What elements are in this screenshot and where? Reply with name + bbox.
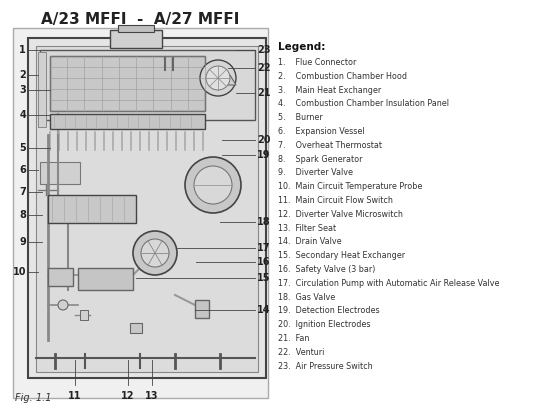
Text: 19: 19	[257, 150, 270, 160]
Text: 21.  Fan: 21. Fan	[278, 334, 309, 343]
Bar	[195, 300, 209, 318]
Circle shape	[58, 300, 68, 310]
Text: 14: 14	[257, 305, 270, 315]
Circle shape	[200, 60, 236, 96]
Text: 1.    Flue Connector: 1. Flue Connector	[278, 58, 356, 67]
Circle shape	[141, 239, 169, 267]
Circle shape	[185, 157, 241, 213]
Text: 21: 21	[257, 88, 270, 98]
Text: 16: 16	[257, 257, 270, 267]
Text: 16.  Safety Valve (3 bar): 16. Safety Valve (3 bar)	[278, 265, 375, 274]
Bar	[36, 46, 258, 372]
Text: 13.  Filter Seat: 13. Filter Seat	[278, 224, 336, 233]
Text: 3: 3	[19, 85, 26, 95]
Text: 7: 7	[19, 187, 26, 197]
Text: 6.    Expansion Vessel: 6. Expansion Vessel	[278, 127, 365, 136]
Bar	[130, 323, 142, 333]
Text: 11.  Main Circuit Flow Switch: 11. Main Circuit Flow Switch	[278, 196, 393, 205]
Bar	[48, 195, 136, 223]
Bar	[118, 25, 154, 32]
Text: 7.    Overheat Thermostat: 7. Overheat Thermostat	[278, 141, 382, 150]
Polygon shape	[224, 75, 236, 85]
Text: 9.    Diverter Valve: 9. Diverter Valve	[278, 169, 353, 178]
Bar	[110, 30, 162, 48]
Bar	[38, 52, 46, 127]
Text: 20: 20	[257, 135, 270, 145]
Text: 22: 22	[257, 63, 270, 73]
Text: 23: 23	[257, 45, 270, 55]
Text: 12.  Diverter Valve Microswitch: 12. Diverter Valve Microswitch	[278, 210, 403, 219]
Text: A/23 MFFI  -  A/27 MFFI: A/23 MFFI - A/27 MFFI	[41, 12, 239, 27]
Text: 1: 1	[19, 45, 26, 55]
Text: 18.  Gas Valve: 18. Gas Valve	[278, 292, 335, 301]
Text: 8: 8	[19, 210, 26, 220]
Text: 2: 2	[19, 70, 26, 80]
Text: 12: 12	[122, 391, 135, 401]
Circle shape	[206, 66, 230, 90]
Text: 11: 11	[68, 391, 82, 401]
Text: 4: 4	[19, 110, 26, 120]
Bar	[50, 114, 205, 129]
Text: 5.    Burner: 5. Burner	[278, 113, 323, 122]
Text: 23.  Air Pressure Switch: 23. Air Pressure Switch	[278, 362, 372, 371]
Text: 17.  Circulation Pump with Automatic Air Release Valve: 17. Circulation Pump with Automatic Air …	[278, 279, 500, 288]
Text: 8.    Spark Generator: 8. Spark Generator	[278, 155, 362, 164]
Text: 19.  Detection Electrodes: 19. Detection Electrodes	[278, 306, 380, 315]
Text: 10.  Main Circuit Temperature Probe: 10. Main Circuit Temperature Probe	[278, 182, 422, 191]
Text: 13: 13	[145, 391, 158, 401]
Bar	[40, 162, 80, 184]
Bar	[78, 268, 133, 290]
Bar	[80, 310, 88, 320]
Text: 17: 17	[257, 243, 270, 253]
Text: 20.  Ignition Electrodes: 20. Ignition Electrodes	[278, 320, 371, 329]
Text: 15.  Secondary Heat Exchanger: 15. Secondary Heat Exchanger	[278, 251, 405, 260]
Bar	[50, 56, 205, 111]
Bar	[40, 50, 255, 120]
Bar	[28, 38, 266, 378]
Text: Fig. 1.1: Fig. 1.1	[15, 393, 52, 403]
Text: 14.  Drain Valve: 14. Drain Valve	[278, 237, 342, 246]
Circle shape	[133, 231, 177, 275]
Bar	[48, 268, 73, 286]
Text: 3.    Main Heat Exchanger: 3. Main Heat Exchanger	[278, 85, 381, 94]
Circle shape	[194, 166, 232, 204]
Text: 22.  Venturi: 22. Venturi	[278, 348, 324, 357]
Text: 4.    Combustion Chamber Insulation Panel: 4. Combustion Chamber Insulation Panel	[278, 99, 449, 108]
Text: 5: 5	[19, 143, 26, 153]
Text: Legend:: Legend:	[278, 42, 325, 52]
Text: 18: 18	[257, 217, 270, 227]
Bar	[13, 28, 268, 398]
Text: 9: 9	[19, 237, 26, 247]
Text: 10: 10	[12, 267, 26, 277]
Text: 2.    Combustion Chamber Hood: 2. Combustion Chamber Hood	[278, 72, 407, 81]
Text: 15: 15	[257, 273, 270, 283]
Text: 6: 6	[19, 165, 26, 175]
